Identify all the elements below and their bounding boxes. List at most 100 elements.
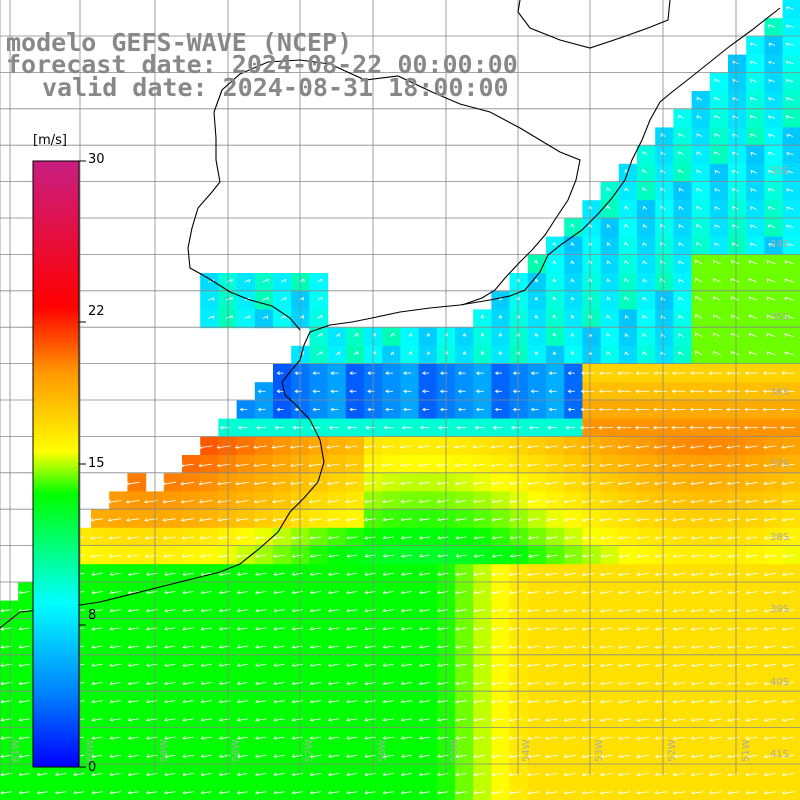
wind-vector (636, 445, 650, 449)
wind-vector-head (730, 332, 735, 337)
wind-vector-head (363, 463, 368, 467)
wind-vector-head (654, 790, 659, 795)
wind-vector-head (563, 699, 568, 704)
wind-vector-head (364, 735, 369, 740)
wind-vector-head (635, 407, 639, 412)
wind-vector-head (606, 350, 610, 355)
wind-vector-head (218, 790, 223, 795)
wind-vector-head (690, 699, 695, 704)
wind-vector-head (654, 699, 659, 704)
wind-vector-head (707, 425, 712, 430)
wind-vector (92, 773, 103, 776)
wind-vector-head (318, 296, 323, 301)
wind-vector-head (216, 445, 221, 449)
wind-vector-head (292, 425, 297, 430)
wind-vector (19, 718, 30, 721)
wind-vector-head (727, 717, 732, 722)
wind-vector (491, 500, 504, 503)
wind-vector-head (436, 481, 441, 485)
wind-vector-head (727, 554, 732, 558)
wind-vector (582, 773, 595, 776)
wind-vector (328, 591, 340, 594)
wind-vector-head (672, 663, 677, 667)
wind-vector-head (672, 572, 677, 576)
wind-speed-cell (618, 782, 638, 800)
wind-vector-head (364, 517, 368, 522)
wind-vector (237, 700, 249, 703)
wind-vector-head (282, 296, 287, 301)
wind-vector-head (635, 445, 640, 449)
wind-speed-cell (582, 309, 602, 329)
wind-speed-cell (764, 236, 784, 256)
wind-vector-head (690, 626, 695, 631)
wind-vector (673, 536, 686, 539)
wind-vector (382, 481, 394, 485)
wind-vector-head (330, 389, 334, 394)
wind-speed-cell (364, 782, 383, 800)
wind-vector-head (91, 772, 96, 776)
wind-vector-head (744, 463, 749, 467)
wind-vector-head (750, 224, 754, 229)
wind-vector (237, 754, 249, 758)
wind-vector-head (642, 242, 647, 246)
wind-vector (328, 718, 340, 721)
wind-speed-cell (691, 218, 711, 238)
wind-vector (181, 500, 195, 503)
wind-speed-cell (782, 309, 800, 329)
wind-vector-head (0, 735, 5, 740)
wind-vector-head (418, 754, 423, 758)
wind-vector (200, 554, 212, 558)
wind-vector-head (748, 314, 753, 319)
wind-speed-cell (746, 36, 765, 56)
wind-vector-head (455, 517, 459, 522)
wind-vector-head (236, 626, 241, 631)
colorbar-tick-label: 0 (88, 760, 97, 775)
wind-vector (201, 682, 212, 685)
wind-vector-head (570, 350, 575, 355)
wind-vector-head (545, 663, 550, 667)
wind-vector (527, 773, 540, 776)
wind-vector (92, 700, 103, 703)
wind-vector-head (418, 590, 423, 594)
wind-vector-head (18, 699, 23, 704)
wind-vector-head (690, 645, 695, 649)
wind-vector-head (255, 626, 259, 631)
wind-vector (783, 554, 795, 558)
lon-label: 57W (304, 739, 315, 762)
wind-vector (636, 518, 649, 521)
wind-vector-head (763, 499, 768, 504)
wind-vector-head (125, 481, 130, 486)
wind-vector-head (690, 572, 695, 576)
wind-vector (655, 754, 668, 758)
wind-vector (19, 645, 30, 648)
wind-vector-head (475, 389, 480, 394)
wind-vector (455, 754, 467, 758)
wind-vector (637, 663, 649, 667)
wind-vector-head (580, 371, 585, 375)
wind-vector-head (581, 590, 586, 595)
wind-speed-cell (728, 200, 747, 219)
wind-vector (618, 609, 631, 612)
wind-vector (546, 518, 558, 521)
wind-vector-head (253, 445, 257, 449)
wind-vector-head (744, 389, 749, 394)
wind-speed-cell (782, 54, 800, 74)
wind-vector (764, 554, 777, 558)
wind-vector (418, 445, 431, 448)
wind-vector-head (785, 115, 790, 119)
wind-vector (328, 554, 340, 557)
wind-vector-head (455, 772, 459, 776)
wind-vector (255, 572, 267, 576)
wind-vector (546, 572, 558, 576)
wind-vector-head (785, 61, 790, 65)
wind-speed-cell (327, 327, 347, 347)
wind-vector-head (109, 717, 114, 722)
wind-vector-head (364, 572, 369, 576)
wind-vector-head (762, 445, 767, 449)
wind-speed-cell (564, 345, 583, 365)
wind-vector-head (563, 645, 568, 649)
wind-vector (455, 572, 467, 576)
wind-vector-head (382, 735, 387, 740)
wind-vector (655, 627, 668, 630)
wind-vector-head (454, 463, 459, 467)
